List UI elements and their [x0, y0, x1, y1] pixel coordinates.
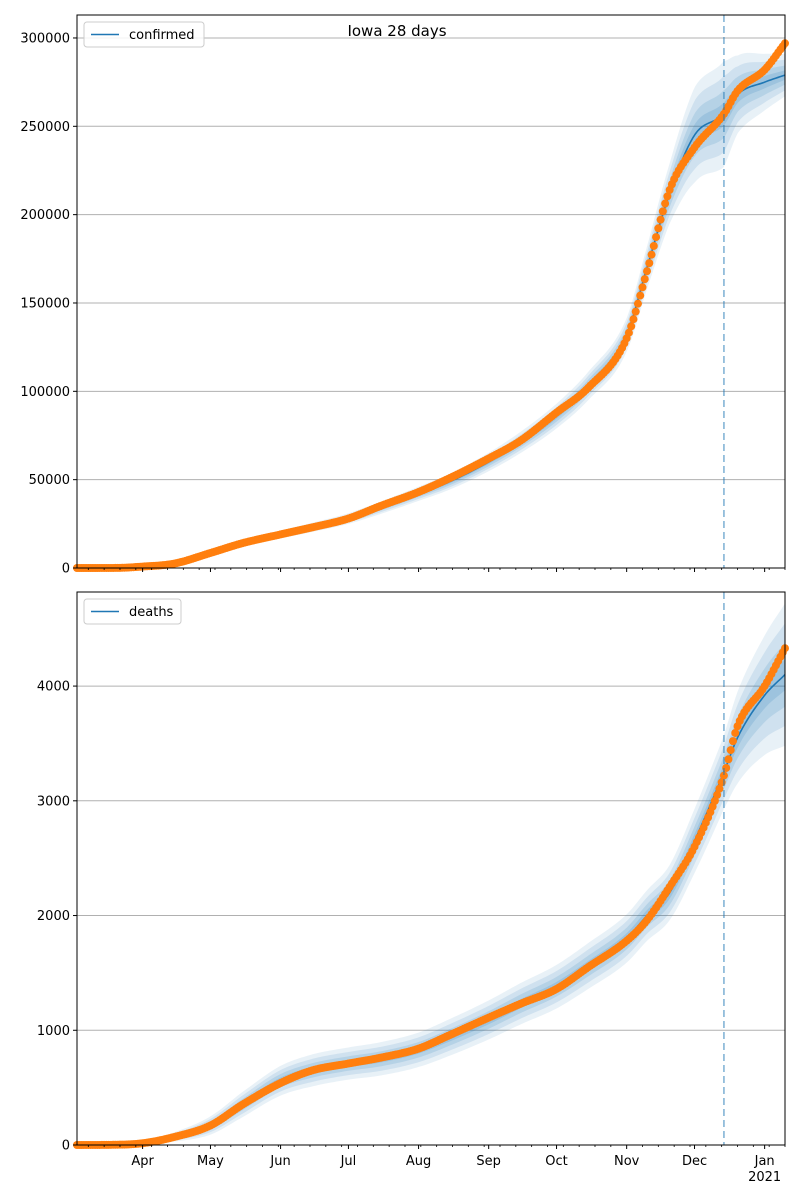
axes-frame	[76, 14, 786, 569]
data-point	[645, 259, 654, 268]
data-point	[643, 267, 652, 276]
observed-series	[73, 644, 789, 1149]
legend: confirmed	[83, 21, 205, 48]
data-point	[715, 784, 724, 793]
y-tick-label: 4000	[37, 680, 70, 695]
data-point	[656, 215, 665, 224]
data-point	[647, 250, 656, 259]
data-point	[728, 737, 737, 746]
confidence-band	[77, 603, 785, 1145]
legend-label: deaths	[129, 605, 174, 620]
data-point	[724, 755, 733, 764]
data-point	[633, 299, 642, 308]
data-point	[638, 283, 647, 292]
confidence-band	[77, 65, 785, 568]
x-tick-label: May	[197, 1154, 224, 1169]
chart-title: Iowa 28 days	[347, 22, 446, 40]
data-point	[713, 790, 722, 799]
data-point	[627, 322, 636, 331]
data-point	[649, 241, 658, 250]
y-tick-label: 150000	[20, 296, 70, 311]
chart-panel-deaths: 0 1000 2000 3000 4000 Apr May Jun Jul Aug Sep Oct No…	[37, 591, 789, 1185]
y-tick-label: 3000	[37, 794, 70, 809]
y-tick-label: 300000	[20, 31, 70, 46]
confidence-band	[77, 52, 785, 569]
data-point	[661, 199, 670, 208]
data-point	[719, 771, 728, 780]
data-point	[731, 728, 740, 737]
data-point	[726, 746, 735, 755]
x-tick-label: Nov	[614, 1154, 640, 1169]
data-point	[658, 207, 667, 216]
legend-label: confirmed	[129, 28, 195, 43]
data-point	[654, 224, 663, 233]
x-tick-label: Oct	[545, 1154, 567, 1169]
data-point	[663, 192, 672, 201]
x-tick-label: Jan	[754, 1154, 775, 1169]
model-line	[76, 674, 786, 1146]
y-tick-label: 200000	[20, 208, 70, 223]
data-point	[624, 328, 633, 337]
y-tick-label: 50000	[29, 473, 70, 488]
y-tick-label: 0	[62, 1139, 70, 1154]
y-tick-label: 0	[62, 562, 70, 577]
y-tick-label: 100000	[20, 385, 70, 400]
x-tick-label: 2021	[748, 1170, 781, 1185]
x-tick-label: Apr	[131, 1154, 154, 1169]
x-tick-label: Aug	[406, 1154, 431, 1169]
x-tick-label: Jun	[269, 1154, 290, 1169]
y-tick-label: 1000	[37, 1024, 70, 1039]
y-tick-label: 2000	[37, 909, 70, 924]
legend-box	[83, 598, 182, 625]
x-tick-label: Jul	[340, 1154, 357, 1169]
legend: deaths	[83, 598, 182, 625]
x-tick-label: Dec	[682, 1154, 707, 1169]
data-point	[640, 275, 649, 284]
confidence-band	[77, 59, 785, 569]
data-point	[631, 307, 640, 316]
data-point	[636, 291, 645, 300]
observed-series	[73, 39, 789, 572]
y-tick-label: 250000	[20, 120, 70, 135]
x-tick-label: Sep	[476, 1154, 501, 1169]
data-point	[652, 233, 661, 242]
chart-panel-confirmed: 0 50000 100000 150000 200000 250000 300000 conf…	[20, 14, 789, 577]
data-point	[629, 315, 638, 324]
legend-box	[83, 21, 205, 48]
axes-frame	[76, 591, 786, 1146]
